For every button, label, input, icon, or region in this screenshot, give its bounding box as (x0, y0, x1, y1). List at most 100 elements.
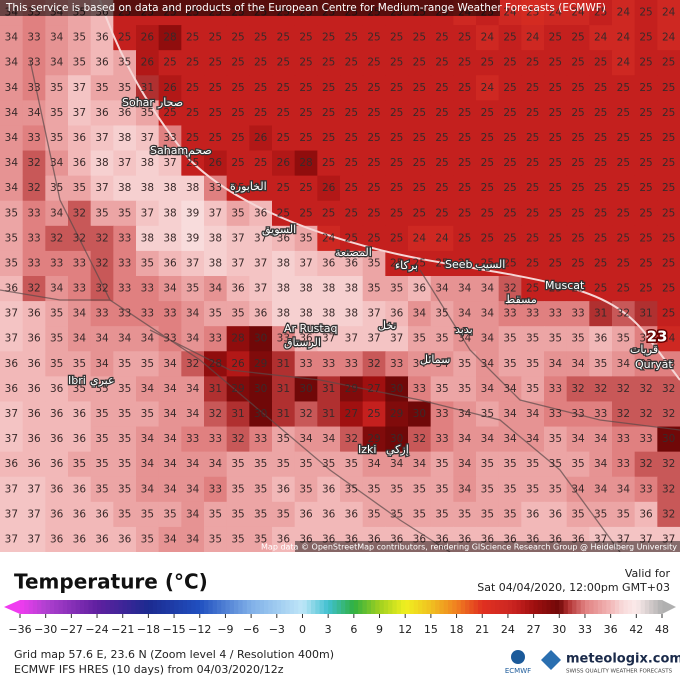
cell-value: 35 (5, 232, 18, 244)
cell (521, 276, 545, 302)
scale-label: 42 (629, 623, 643, 636)
cell-value: 25 (322, 157, 335, 169)
cell (340, 451, 364, 478)
scale-segment (263, 600, 269, 614)
scale-segment (165, 600, 171, 614)
cell-value: 37 (73, 82, 86, 94)
scale-segment (632, 600, 637, 614)
cell-value: 25 (458, 182, 471, 194)
cell (634, 25, 658, 51)
cell-value: 35 (299, 458, 312, 470)
cell (317, 451, 341, 478)
cell-value: 35 (277, 433, 290, 445)
cell-value: 32 (345, 433, 358, 445)
cell-value: 36 (5, 458, 19, 470)
cell-value: 25 (481, 132, 494, 144)
cell (0, 250, 24, 277)
cell (657, 476, 680, 503)
cell (521, 50, 545, 76)
cell-value: 29 (345, 383, 358, 395)
scale-segment (135, 600, 141, 614)
cell-value: 25 (662, 57, 675, 69)
cell (90, 25, 114, 51)
scale-segment (627, 600, 633, 614)
cell (340, 426, 364, 453)
cell-value: 26 (277, 157, 291, 169)
cell-value: 37 (5, 333, 18, 345)
cell (453, 50, 477, 76)
cell-value: 38 (345, 283, 358, 295)
scale-segment (246, 600, 252, 614)
place-label: سمائل (420, 353, 450, 366)
cell-value: 34 (186, 508, 200, 520)
cell (22, 200, 46, 227)
scale-segment (182, 600, 188, 614)
cell-value: 25 (503, 207, 516, 219)
cell-value: 25 (481, 257, 494, 269)
cell-value: 33 (209, 182, 222, 194)
cell-value: 36 (390, 533, 404, 545)
cell (453, 426, 477, 453)
cell-value: 25 (639, 7, 652, 19)
cell-value: 34 (526, 433, 540, 445)
cell-value: 38 (277, 308, 290, 320)
cell-value: 35 (95, 483, 108, 495)
cell (521, 451, 545, 478)
cell-value: 35 (118, 383, 131, 395)
cell-value: 36 (5, 383, 19, 395)
cell-value: 33 (95, 308, 108, 320)
cell-value: 34 (503, 408, 517, 420)
cell (408, 150, 432, 177)
scale-segment (426, 600, 432, 614)
place-label: مسقط (505, 293, 537, 306)
cell (634, 75, 658, 101)
cell-value: 33 (571, 408, 584, 420)
cell-value: 34 (458, 433, 472, 445)
cell-value: 25 (662, 257, 675, 269)
cell (408, 175, 432, 202)
cell (90, 376, 114, 402)
brand: meteologix.com (566, 652, 680, 667)
cell (181, 301, 205, 327)
cell (612, 351, 636, 377)
cell (0, 451, 24, 478)
cell (0, 301, 24, 327)
cell (498, 401, 522, 428)
banner-bg (0, 0, 500, 16)
cell (408, 351, 432, 377)
cell (90, 476, 114, 503)
cell-value: 35 (118, 483, 131, 495)
cell-value: 25 (526, 132, 539, 144)
cell (544, 526, 568, 553)
scale-segment (32, 600, 38, 614)
cell-value: 36 (95, 508, 109, 520)
cell-value: 34 (617, 358, 631, 370)
cell-value: 25 (458, 57, 471, 69)
cell (45, 301, 69, 327)
cell-value: 25 (209, 82, 222, 94)
scale-segment (161, 600, 167, 614)
scale-segment (306, 600, 312, 614)
cell (362, 476, 386, 503)
cell-value: 31 (231, 408, 244, 420)
cell (544, 426, 568, 453)
cell-value: 25 (413, 82, 426, 94)
cell-value: 36 (50, 383, 64, 395)
cell (22, 50, 46, 76)
cell-value: 36 (27, 333, 41, 345)
cell-value: 34 (5, 32, 19, 44)
cell (317, 401, 341, 428)
cell-value: 37 (27, 533, 40, 545)
cell-value: 32 (662, 483, 675, 495)
cell-value: 25 (503, 232, 516, 244)
cell-value: 35 (118, 57, 131, 69)
cell (317, 301, 341, 327)
cell-value: 35 (526, 358, 539, 370)
cell (0, 326, 24, 352)
cell-value: 31 (594, 308, 607, 320)
cell-value: 38 (141, 157, 154, 169)
cell-value: 25 (503, 182, 516, 194)
cell-value: 34 (163, 358, 177, 370)
cell-value: 36 (345, 533, 359, 545)
cell (340, 301, 364, 327)
